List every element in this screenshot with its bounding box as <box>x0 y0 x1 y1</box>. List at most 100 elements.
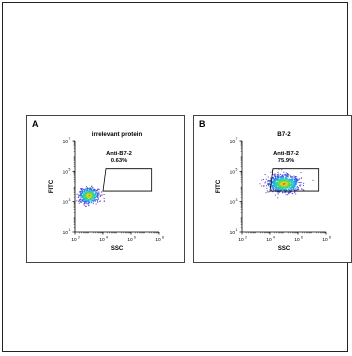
event-point-b <box>264 182 266 184</box>
event-point-b <box>272 187 274 189</box>
event-point-b <box>275 189 277 191</box>
event-point-b <box>286 175 288 177</box>
event-point-b <box>292 180 295 183</box>
event-point-a <box>100 195 102 197</box>
event-point-b <box>281 174 283 176</box>
panel-b: B B7-2 10 2 10 4 10 6 10 8 10 1 10 3 10 5 10 7 SSC FITC Ant… <box>193 115 352 263</box>
event-point-a <box>85 202 87 204</box>
event-point-a <box>96 194 98 196</box>
event-point-a <box>81 188 83 190</box>
event-point-a <box>81 201 83 203</box>
event-point-b <box>272 191 274 193</box>
event-point-a <box>80 188 82 190</box>
event-point-a <box>93 188 96 190</box>
event-point-b <box>272 182 274 184</box>
event-point-b <box>279 191 281 193</box>
event-point-b <box>294 176 296 178</box>
event-point-b <box>270 171 272 173</box>
event-point-b <box>290 176 292 178</box>
event-point-b <box>294 184 296 186</box>
event-point-b <box>281 185 283 187</box>
event-point-b <box>276 185 279 187</box>
event-point-b <box>285 183 287 185</box>
event-point-a <box>92 203 94 205</box>
event-point-a <box>84 194 86 197</box>
event-point-b <box>278 187 280 190</box>
event-point-a <box>90 200 92 202</box>
event-point-a <box>85 205 87 207</box>
event-point-b <box>294 183 296 185</box>
event-point-b <box>281 179 283 181</box>
event-point-a <box>85 192 87 194</box>
event-point-b <box>288 183 290 185</box>
event-point-a <box>79 201 81 203</box>
x-tick-label-a: 10 <box>99 237 105 243</box>
panel-a-letter: A <box>32 119 39 129</box>
event-point-b <box>287 174 289 176</box>
event-point-b <box>265 178 267 180</box>
event-point-b <box>275 180 277 182</box>
event-point-a <box>79 195 81 197</box>
event-point-b <box>302 184 305 186</box>
event-point-b <box>287 180 289 182</box>
event-point-a <box>92 189 94 192</box>
event-point-b <box>287 179 289 181</box>
event-point-b <box>290 179 292 181</box>
event-point-a <box>84 193 86 195</box>
event-point-b <box>288 182 290 184</box>
y-axis-label-a: FITC <box>49 179 55 193</box>
event-point-b <box>297 179 299 181</box>
event-point-b <box>295 183 297 185</box>
event-point-b <box>272 176 274 178</box>
event-point-a <box>88 200 90 202</box>
event-point-a <box>95 199 97 201</box>
event-point-b <box>278 184 280 186</box>
event-point-a <box>93 190 95 192</box>
event-point-a <box>92 201 94 203</box>
event-point-b <box>268 185 270 187</box>
event-point-b <box>285 189 287 191</box>
event-point-b <box>272 173 274 175</box>
event-point-a <box>78 199 80 202</box>
gate-region-a <box>102 168 153 192</box>
event-point-b <box>290 177 292 179</box>
y-tick-exponent-b: 7 <box>236 137 238 141</box>
event-point-b <box>281 186 283 188</box>
event-point-b <box>268 191 270 193</box>
event-point-b <box>275 185 277 187</box>
x-tick-label-b: 10 <box>322 237 328 243</box>
event-point-b <box>266 190 268 192</box>
event-point-a <box>89 193 91 195</box>
event-point-a <box>88 189 90 191</box>
event-point-b <box>292 178 294 180</box>
gate-name-label-b: Anti-B7-2 <box>273 151 299 157</box>
event-point-a <box>83 197 85 199</box>
event-point-b <box>291 183 294 185</box>
event-point-a <box>95 193 97 195</box>
event-point-b <box>273 178 275 180</box>
event-point-a <box>90 194 92 196</box>
event-point-a <box>80 197 82 199</box>
event-point-a <box>82 195 84 197</box>
event-point-b <box>284 181 287 183</box>
event-point-b <box>281 187 283 189</box>
event-point-b <box>288 184 290 186</box>
event-point-b <box>285 194 287 196</box>
event-point-b <box>289 189 291 191</box>
event-point-b <box>289 191 291 193</box>
event-point-b <box>298 178 301 180</box>
event-point-a <box>92 193 94 195</box>
event-point-b <box>286 184 288 186</box>
event-point-b <box>274 175 276 177</box>
event-point-b <box>276 174 278 176</box>
y-tick-label-b: 10 <box>230 200 236 206</box>
event-point-b <box>284 173 286 175</box>
event-point-b <box>263 185 265 187</box>
x-tick-exponent-a: 8 <box>162 236 164 240</box>
event-point-a <box>87 193 89 195</box>
event-point-b <box>295 193 297 195</box>
event-point-b <box>294 191 296 193</box>
flow-plot-a: irrelevant protein1021041061081011031051… <box>49 131 164 252</box>
event-point-a <box>83 191 85 193</box>
event-point-a <box>80 195 82 197</box>
